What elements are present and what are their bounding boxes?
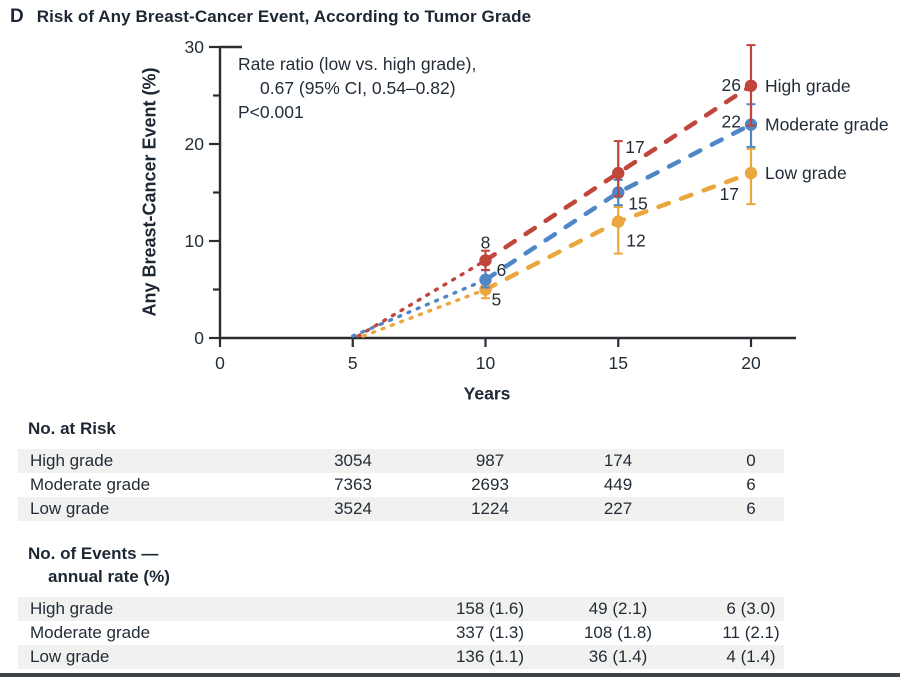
point-label: 17 (720, 184, 739, 204)
row-value: 2693 (471, 475, 509, 494)
row-value: 4 (1.4) (726, 647, 776, 666)
row-value: 36 (1.4) (588, 647, 648, 666)
row-label: Moderate grade (30, 623, 151, 642)
data-point-high-grade (744, 79, 758, 93)
annotation-line-3: P<0.001 (238, 102, 304, 122)
events-table-header-line2: annual rate (%) (48, 567, 170, 586)
data-point-high-grade (479, 254, 492, 267)
row-label: Low grade (30, 647, 110, 666)
point-label: 6 (497, 260, 507, 280)
table-row: Low grade 136 (1.1) 36 (1.4) 4 (1.4) (18, 645, 784, 669)
data-point-high-grade (612, 166, 625, 180)
rate-ratio-annotation: Rate ratio (low vs. high grade), 0.67 (9… (238, 52, 476, 124)
row-label: Low grade (30, 499, 110, 518)
point-label: 8 (481, 232, 491, 252)
row-value: 1224 (471, 499, 509, 518)
row-value: 3054 (334, 451, 372, 470)
legend-label-moderate-grade: Moderate grade (765, 115, 889, 135)
series-high-grade-dashed-line (483, 83, 754, 263)
row-value: 158 (1.6) (455, 599, 525, 618)
point-label: 15 (628, 194, 647, 214)
data-point-moderate-grade (479, 273, 492, 286)
series-moderate-grade-dotted-line (351, 278, 488, 338)
table-row: Moderate grade 7363 2693 449 6 (18, 473, 784, 497)
events-table-header-line1: No. of Events — (28, 544, 159, 563)
x-tick-label: 20 (741, 353, 761, 373)
table-row: Moderate grade 337 (1.3) 108 (1.8) 11 (2.1) (18, 621, 784, 645)
row-value: 11 (2.1) (722, 623, 780, 642)
x-tick-label: 0 (215, 353, 225, 373)
row-value: 3524 (334, 499, 372, 518)
panel-title: D Risk of Any Breast-Cancer Event, Accor… (10, 6, 531, 28)
row-value: 6 (746, 475, 756, 494)
y-tick-label: 0 (194, 328, 204, 348)
x-axis-title: Years (463, 383, 511, 404)
legend-label-high-grade: High grade (765, 76, 851, 96)
panel-title-text: Risk of Any Breast-Cancer Event, Accordi… (36, 7, 532, 26)
series-high-grade-dotted-line (356, 258, 488, 338)
point-label: 26 (722, 75, 741, 95)
data-point-low-grade (479, 283, 492, 296)
figure-bottom-border (0, 673, 900, 677)
row-value: 227 (603, 499, 633, 518)
row-label: Moderate grade (30, 475, 151, 494)
x-tick-label: 10 (476, 353, 496, 373)
row-value: 6 (3.0) (726, 599, 776, 618)
x-tick-label: 15 (609, 353, 628, 373)
risk-table-header: No. at Risk (28, 419, 116, 438)
point-label: 12 (626, 231, 645, 251)
legend-label-low-grade: Low grade (765, 163, 847, 183)
y-axis-title: Any Breast-Cancer Event (%) (139, 67, 160, 317)
series-low-grade-dotted-line (361, 287, 488, 338)
y-tick-label: 20 (185, 134, 205, 154)
table-row: High grade 158 (1.6) 49 (2.1) 6 (3.0) (18, 597, 784, 621)
data-point-low-grade (744, 166, 758, 180)
line-chart: 0 10 20 30 0 5 10 15 20 5 12 17 Low grade 6 15 22 Modera… (185, 37, 889, 373)
row-value: 0 (746, 451, 756, 470)
row-value: 49 (2.1) (588, 599, 648, 618)
annotation-line-2: 0.67 (95% CI, 0.54–0.82) (260, 78, 456, 98)
row-value: 108 (1.8) (583, 623, 653, 642)
y-tick-label: 30 (185, 37, 205, 57)
row-value: 6 (746, 499, 756, 518)
panel-letter: D (10, 6, 24, 27)
row-value: 337 (1.3) (455, 623, 525, 642)
table-row: High grade 3054 987 174 0 (18, 449, 784, 473)
y-tick-label: 10 (185, 231, 205, 251)
row-value: 987 (475, 451, 505, 470)
row-value: 7363 (334, 475, 372, 494)
series-moderate-grade-dashed-line (483, 122, 754, 283)
annotation-line-1: Rate ratio (low vs. high grade), (238, 54, 477, 74)
table-row: Low grade 3524 1224 227 6 (18, 497, 784, 521)
point-label: 5 (492, 290, 502, 310)
row-value: 449 (603, 475, 633, 494)
row-label: High grade (30, 451, 114, 470)
row-value: 136 (1.1) (455, 647, 525, 666)
row-label: High grade (30, 599, 114, 618)
point-label: 17 (625, 137, 644, 157)
point-label: 22 (722, 112, 741, 132)
row-value: 174 (603, 451, 633, 470)
data-point-low-grade (612, 215, 625, 228)
x-tick-label: 5 (348, 353, 358, 373)
